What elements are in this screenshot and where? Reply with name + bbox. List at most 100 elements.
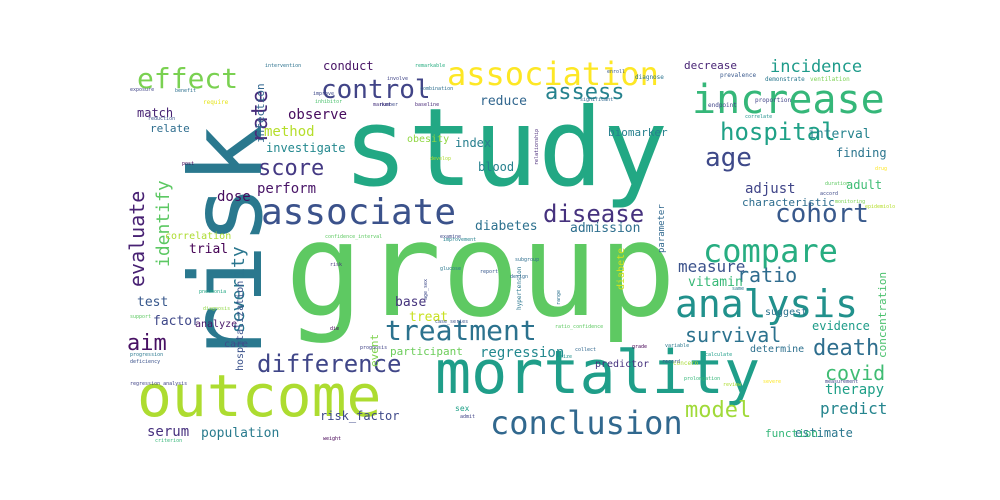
cloud-word: outcome [137, 362, 382, 430]
cloud-word: concern [673, 360, 699, 367]
cloud-word: analysis [675, 282, 859, 326]
cloud-word: examine [440, 234, 462, 240]
cloud-word: covid [825, 361, 886, 385]
cloud-word: analyze [195, 319, 238, 330]
cloud-word: diabete [616, 247, 627, 290]
word-cloud: study group risk outcome mortality incre… [125, 55, 895, 445]
cloud-word: intervention [265, 63, 302, 69]
cloud-word: subgroup [515, 257, 540, 263]
cloud-word: monitoring [835, 199, 866, 205]
cloud-word: measure [678, 257, 746, 276]
cloud-word: number [380, 102, 399, 108]
cloud-word: improvement [443, 237, 477, 243]
cloud-word: variable [665, 343, 690, 349]
cloud-word: record [662, 359, 681, 365]
cloud-word: ventilation [810, 76, 850, 83]
cloud-word: finding [836, 146, 887, 160]
cloud-word: group [285, 194, 677, 346]
cloud-word: association [447, 55, 659, 93]
cloud-word: size [560, 354, 573, 360]
cloud-word: characteristic [742, 196, 835, 209]
cloud-word: predictor [595, 359, 650, 370]
cloud-word: admit [460, 414, 476, 420]
cloud-word: biomarker [608, 126, 668, 139]
cloud-word: ratio [737, 263, 798, 287]
cloud-word: cohort [775, 199, 869, 229]
cloud-word: duration [825, 181, 850, 187]
cloud-word: mortality [435, 338, 761, 408]
cloud-word: proportion [755, 97, 792, 104]
cloud-word: remarkable [415, 63, 446, 69]
cloud-word: infection [254, 83, 267, 143]
cloud-word: drug [875, 166, 888, 172]
cloud-word: interval [808, 127, 871, 142]
cloud-word: obesity [407, 134, 450, 145]
cloud-word: diabetes [475, 219, 538, 234]
cloud-word: compare [703, 232, 838, 270]
cloud-word: glucose [440, 266, 462, 272]
cloud-word: criterion [155, 438, 183, 444]
cloud-word: admission [570, 221, 641, 236]
cloud-word: parameter [657, 204, 667, 253]
cloud-word: case_series [435, 319, 469, 325]
cloud-word: support [130, 314, 152, 320]
cloud-word: confidence_interval [325, 234, 383, 240]
cloud-word: design [510, 274, 529, 280]
cloud-word: relate [150, 122, 190, 135]
cloud-word: adult [846, 178, 883, 192]
cloud-word: weight [323, 436, 342, 442]
cloud-word: combination [420, 86, 454, 92]
cloud-word: trial [189, 242, 229, 257]
cloud-word: review [723, 382, 742, 388]
cloud-word: accord [820, 191, 839, 197]
cloud-word: inhibitor [315, 99, 343, 105]
cloud-word: report [480, 269, 499, 275]
cloud-word: calculate [705, 352, 733, 358]
cloud-word: assess [545, 80, 625, 105]
cloud-word: hospital [720, 118, 836, 146]
cloud-word: regression_analysis [130, 381, 188, 387]
cloud-word: serum [147, 424, 190, 440]
cloud-word: score [258, 156, 325, 181]
cloud-word: decrease [684, 59, 737, 72]
cloud-word: same [732, 286, 745, 292]
cloud-word: dose [217, 189, 251, 205]
cloud-word: perform [257, 181, 317, 197]
cloud-word: survival [685, 323, 782, 347]
cloud-word: incidence [770, 57, 863, 77]
cloud-word: die [330, 326, 340, 332]
cloud-word: age [705, 143, 752, 173]
cloud-word: treatment [385, 314, 537, 347]
cloud-word: develop [430, 156, 452, 162]
cloud-word: enroll [607, 69, 626, 75]
cloud-word: therapy [825, 382, 885, 398]
cloud-word: reduce [480, 94, 527, 109]
cloud-word: hospitalization [235, 280, 246, 371]
cloud-word: range [556, 289, 562, 305]
cloud-word: improve [313, 91, 335, 97]
cloud-word: test [137, 295, 169, 310]
cloud-word: death [813, 336, 880, 361]
cloud-word: model [685, 398, 752, 423]
cloud-word: study [343, 86, 669, 211]
cloud-word: measurement [825, 379, 859, 385]
cloud-word: correlate [745, 114, 773, 120]
cloud-word: evaluate [125, 190, 149, 287]
cloud-word: determine [750, 344, 805, 355]
cloud-word: identify [153, 180, 174, 267]
cloud-word: severe [763, 379, 782, 385]
cloud-word: effect [137, 62, 239, 95]
cloud-word: correlation [165, 231, 232, 242]
cloud-word: baseline [415, 102, 440, 108]
cloud-word: regression [480, 345, 565, 361]
cloud-word: function [765, 427, 818, 440]
cloud-word: index [455, 136, 492, 150]
cloud-word: conduct [323, 59, 374, 73]
cloud-word: post [182, 161, 195, 167]
cloud-word: conclusion [490, 404, 683, 442]
cloud-word: disease [543, 200, 645, 228]
cloud-word: diagnose [635, 74, 664, 81]
cloud-word: method [264, 124, 315, 140]
cloud-word: blood [478, 160, 515, 174]
cloud-word: predict [820, 399, 888, 418]
